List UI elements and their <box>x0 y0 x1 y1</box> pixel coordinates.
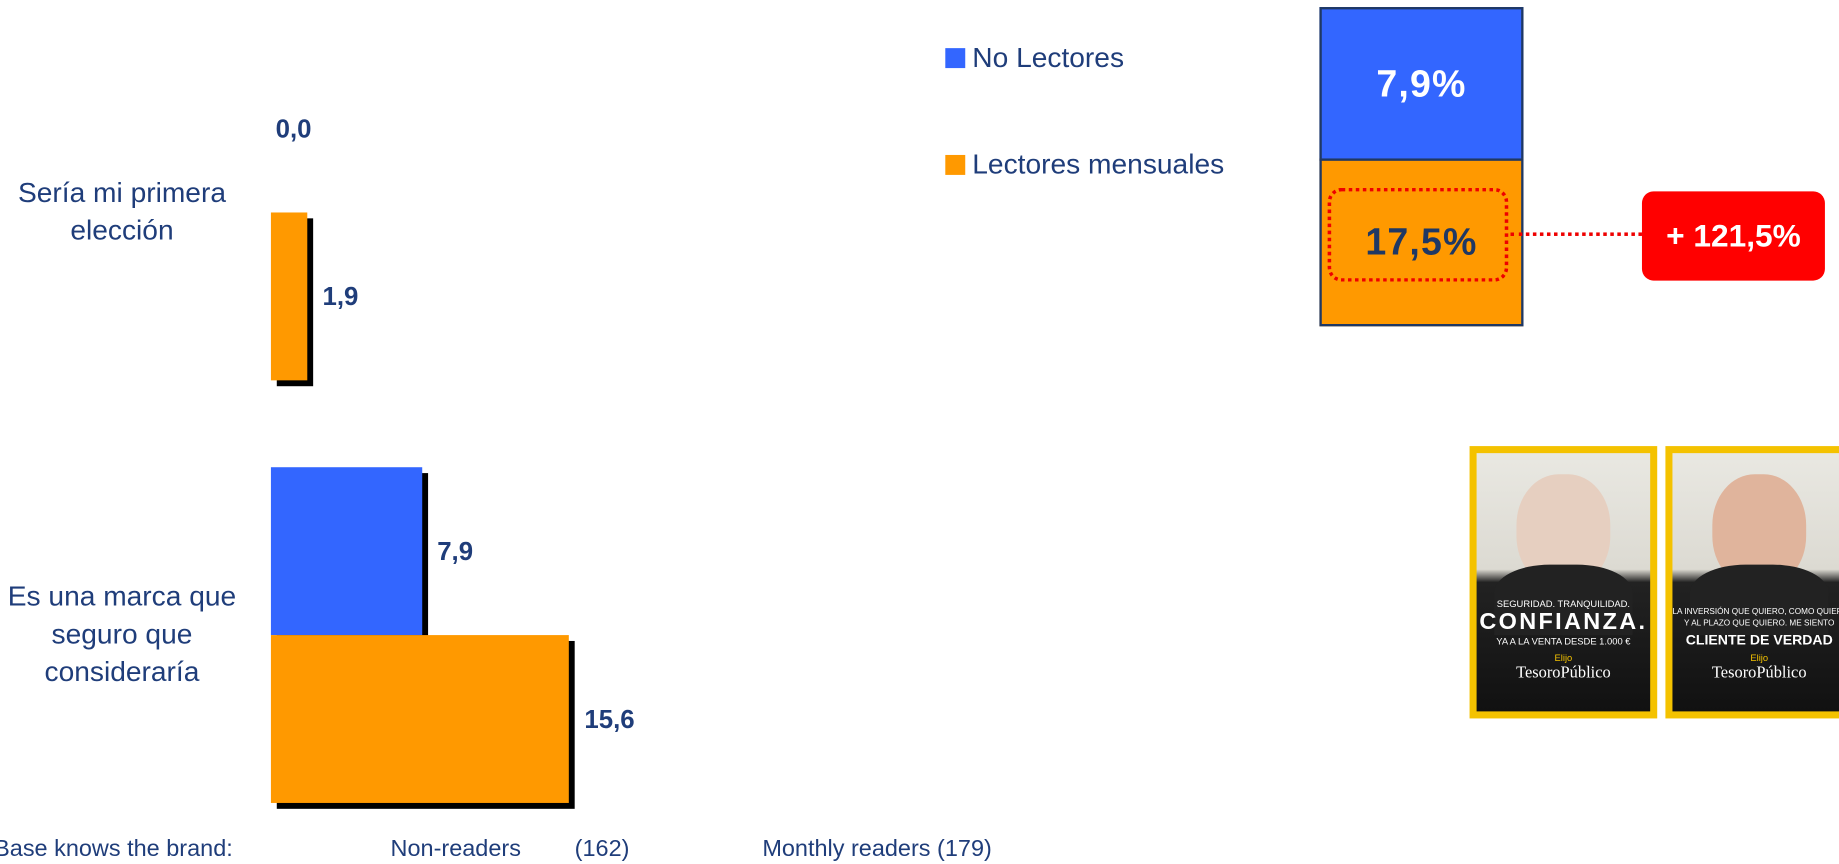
footnote-group: Non-readers <box>390 835 521 862</box>
increase-badge: + 121,5% <box>1641 191 1825 281</box>
ad-text: TesoroPúblico <box>1516 664 1611 683</box>
ad-poster: LA INVERSIÓN QUE QUIERO, COMO QUIERO Y A… <box>1665 446 1839 719</box>
value-label: 1,9 <box>322 281 359 311</box>
comparison-box: 17,5% <box>1319 158 1524 327</box>
ad-text: CONFIANZA. <box>1479 609 1648 636</box>
highlight <box>1327 187 1509 282</box>
value-label: 7,9 <box>437 535 474 566</box>
ad-text: YA A LA VENTA DESDE 1.000 € <box>1496 636 1631 647</box>
category-label: Es una marca que seguro que consideraría <box>7 581 237 688</box>
bar <box>270 212 308 381</box>
bar <box>270 467 422 636</box>
ad-image: LA INVERSIÓN QUE QUIERO, COMO QUIERO Y A… <box>1672 453 1839 712</box>
bar <box>270 635 570 803</box>
category-label: Sería mi primera elección <box>17 177 226 247</box>
ad-figure <box>1493 564 1633 636</box>
ad-poster: SEGURIDAD. TRANQUILIDAD. CONFIANZA. YA A… <box>1469 446 1658 719</box>
legend-swatch <box>945 48 966 69</box>
ad-image: SEGURIDAD. TRANQUILIDAD. CONFIANZA. YA A… <box>1476 453 1651 712</box>
legend-label: No Lectores <box>972 42 1125 74</box>
footnote-base: Base knows the brand: <box>0 835 233 862</box>
ad-text: LA INVERSIÓN QUE QUIERO, COMO QUIERO <box>1672 608 1839 617</box>
ad-text: Elijo <box>1750 652 1769 664</box>
connector <box>1510 232 1642 236</box>
value-label: 0,0 <box>275 113 312 143</box>
ad-text: CLIENTE DE VERDAD <box>1685 631 1833 648</box>
ad-text: TesoroPúblico <box>1711 664 1807 683</box>
legend-swatch <box>945 154 966 175</box>
ad-text: Y AL PLAZO QUE QUIERO. ME SIENTO <box>1684 619 1835 629</box>
footnote-group: Monthly readers (179) <box>762 835 992 862</box>
ad-text: SEGURIDAD. TRANQUILIDAD. <box>1496 598 1631 610</box>
ad-figure <box>1689 564 1829 636</box>
ad-text: Elijo <box>1554 652 1573 664</box>
footnote-count: (162) <box>574 835 630 862</box>
legend-label: Lectores mensuales <box>972 149 1225 181</box>
value-label: 15,6 <box>584 703 635 734</box>
comparison-box: 7,9% <box>1319 7 1524 161</box>
